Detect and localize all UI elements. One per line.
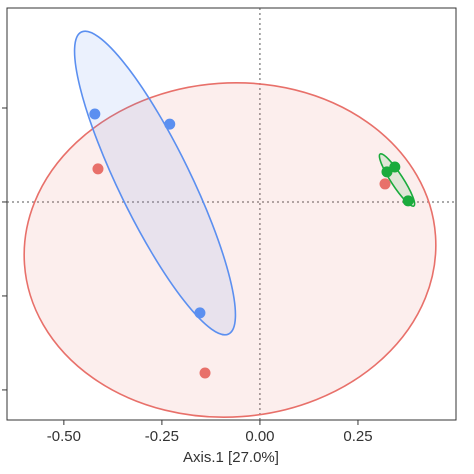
point — [379, 178, 391, 190]
ellipse — [23, 81, 437, 419]
ellipse — [73, 30, 237, 336]
point — [389, 161, 401, 173]
x-tick-label: -0.50 — [47, 428, 81, 445]
x-tick-label: 0.00 — [245, 428, 274, 445]
point — [402, 195, 414, 207]
plot-panel — [6, 7, 457, 421]
point — [199, 367, 211, 379]
point — [164, 118, 176, 130]
x-tick-label: 0.25 — [343, 428, 372, 445]
point — [381, 166, 393, 178]
x-axis-label: Axis.1 [27.0%] — [183, 449, 279, 466]
point — [92, 163, 104, 175]
x-tick-label: -0.25 — [145, 428, 179, 445]
ellipses — [23, 30, 437, 419]
point — [194, 307, 206, 319]
point — [89, 108, 101, 120]
